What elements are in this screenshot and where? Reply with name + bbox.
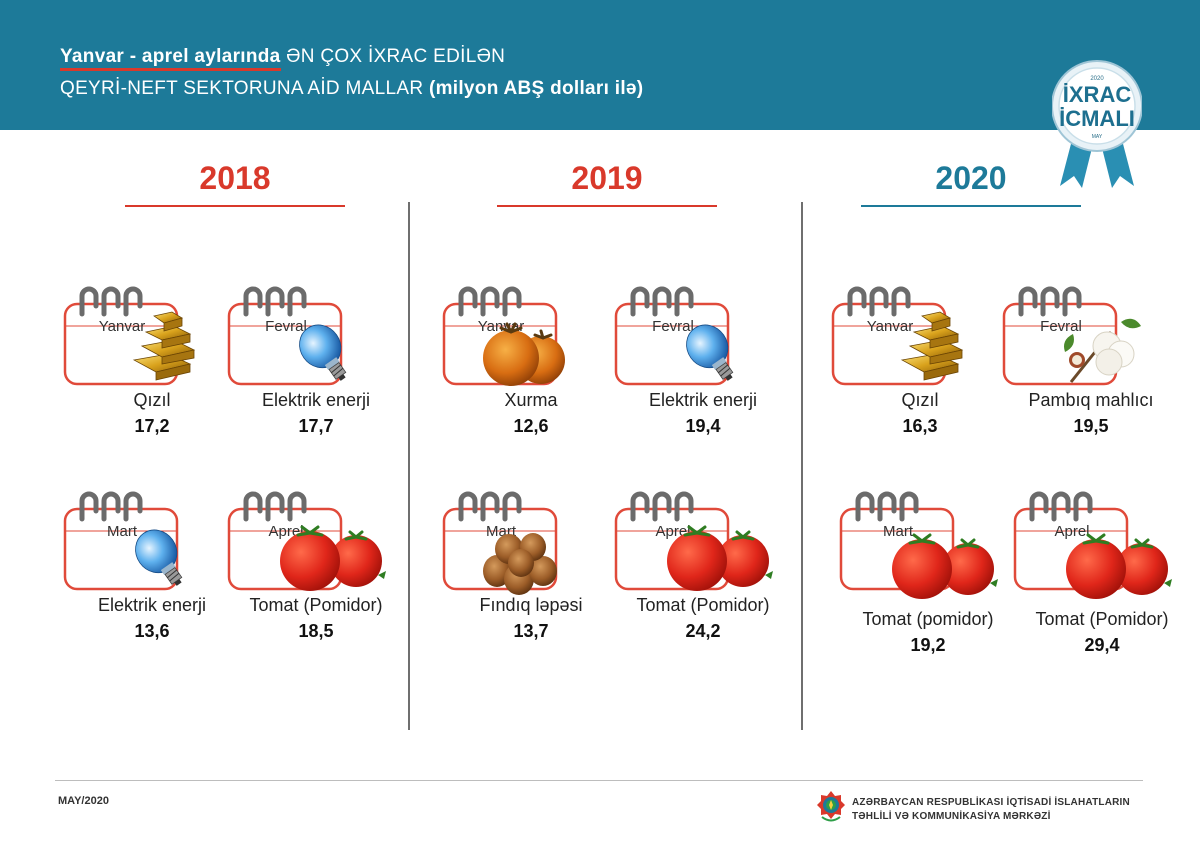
product-name: Elektrik enerji — [97, 595, 207, 615]
tomatoes-icon — [1060, 531, 1175, 606]
product-name: Xurma — [504, 390, 558, 410]
export-item-2020-1: Yanvar Qızıl 16,3 — [830, 282, 1010, 452]
hazelnuts-icon — [473, 523, 568, 603]
year-underline-2018 — [125, 205, 345, 207]
export-item-2020-4: Aprel Tomat (Pomidor) 29,4 — [1012, 487, 1192, 657]
export-value: 24,2 — [685, 621, 721, 641]
column-divider — [801, 202, 803, 730]
export-item-2018-3: Mart Elektrik enerji 13,6 — [62, 487, 242, 657]
export-value: 13,6 — [134, 621, 170, 641]
export-item-2019-1: Yanvar Xurma 12,6 — [441, 282, 621, 452]
export-value: 29,4 — [1084, 635, 1120, 655]
calendar-month: Mart — [107, 523, 137, 540]
year-underline-2020 — [861, 205, 1081, 207]
export-value: 19,5 — [1073, 416, 1109, 436]
calendar-month: Mart — [883, 523, 913, 540]
calendar-month: Fevral — [652, 318, 694, 335]
product-name: Tomat (pomidor) — [862, 609, 994, 629]
header-period: Yanvar - aprel aylarında — [60, 46, 281, 71]
product-name: Qızıl — [133, 390, 171, 410]
footer-org-line1: AZƏRBAYCAN RESPUBLİKASI İQTİSADİ İSLAHAT… — [852, 797, 1130, 808]
tomatoes-icon — [886, 531, 1001, 606]
export-value: 17,7 — [298, 416, 334, 436]
export-value: 18,5 — [298, 621, 334, 641]
calendar-month: Fevral — [1040, 318, 1082, 335]
calendar-month: Yanvar — [866, 318, 914, 335]
export-value: 12,6 — [513, 416, 549, 436]
export-value: 19,2 — [910, 635, 946, 655]
gold-bars-icon — [124, 302, 204, 387]
calendar-month: Aprel — [1054, 523, 1090, 540]
product-name: Tomat (Pomidor) — [636, 595, 770, 615]
header-sector: QEYRİ-NEFT SEKTORUNA AİD MALLAR — [60, 78, 424, 99]
footer-organization: AZƏRBAYCAN RESPUBLİKASI İQTİSADİ İSLAHAT… — [852, 796, 1130, 824]
year-heading-2020: 2020 — [935, 160, 1007, 196]
ixrac-icmali-badge: 2020 İXRAC İCMALI MAY — [1051, 48, 1143, 188]
product-name: Elektrik enerji — [648, 390, 758, 410]
export-item-2019-2: Fevral Elektrik enerji 19,4 — [613, 282, 793, 452]
export-item-2020-3: Mart Tomat (pomidor) 19,2 — [838, 487, 1018, 657]
header-title-line1: Yanvar - aprel aylarında ƏN ÇOX İXRAC ED… — [60, 46, 506, 71]
svg-text:MAY: MAY — [1092, 134, 1103, 140]
product-name: Fındıq ləpəsi — [479, 595, 583, 615]
calendar-month: Yanvar — [98, 318, 146, 335]
cotton-icon — [1051, 312, 1151, 397]
export-value: 17,2 — [134, 416, 170, 436]
svg-text:2020: 2020 — [1090, 76, 1104, 82]
header-title-rest: ƏN ÇOX İXRAC EDİLƏN — [286, 46, 506, 67]
year-underline-2019 — [497, 205, 717, 207]
azerbaijan-emblem-icon — [816, 790, 846, 829]
product-name: Qızıl — [901, 390, 939, 410]
year-heading-2018: 2018 — [199, 160, 271, 196]
product-name: Tomat (Pomidor) — [1035, 609, 1169, 629]
header-unit: (milyon ABŞ dolları ilə) — [428, 78, 644, 99]
export-item-2018-4: Aprel Tomat (Pomidor) 18,5 — [226, 487, 406, 657]
footer-date: MAY/2020 — [58, 795, 109, 807]
light-bulb-icon — [288, 312, 368, 387]
export-item-2019-3: Mart Fındıq ləpəsi 13,7 — [441, 487, 621, 657]
export-value: 13,7 — [513, 621, 549, 641]
product-name: Elektrik enerji — [261, 390, 371, 410]
tomatoes-icon — [661, 523, 776, 598]
product-name: Tomat (Pomidor) — [249, 595, 383, 615]
export-item-2018-2: Fevral Elektrik enerji 17,7 — [226, 282, 406, 452]
column-divider — [408, 202, 410, 730]
persimmons-icon — [481, 322, 571, 397]
year-heading-2019: 2019 — [571, 160, 643, 196]
export-value: 19,4 — [685, 416, 721, 436]
header-title-line2: QEYRİ-NEFT SEKTORUNA AİD MALLAR (milyon … — [60, 78, 643, 100]
calendar-month: Fevral — [265, 318, 307, 335]
product-name: Pambıq mahlıcı — [1028, 390, 1154, 410]
export-item-2019-4: Aprel Tomat (Pomidor) 24,2 — [613, 487, 793, 657]
export-item-2020-2: Fevral Pambıq mahlıcı 19,5 — [1001, 282, 1181, 452]
tomatoes-icon — [274, 523, 389, 598]
svg-text:İCMALI: İCMALI — [1059, 106, 1135, 131]
light-bulb-icon — [675, 312, 755, 387]
light-bulb-icon — [124, 517, 204, 592]
export-value: 16,3 — [902, 416, 938, 436]
export-item-2018-1: Yanvar Qızıl 17,2 — [62, 282, 242, 452]
svg-text:İXRAC: İXRAC — [1063, 82, 1132, 107]
gold-bars-icon — [892, 302, 972, 387]
footer-divider — [55, 780, 1143, 781]
header-banner: Yanvar - aprel aylarında ƏN ÇOX İXRAC ED… — [0, 0, 1200, 130]
footer-org-line2: TƏHLİLİ VƏ KOMMUNİKASİYA MƏRKƏZİ — [852, 811, 1051, 822]
